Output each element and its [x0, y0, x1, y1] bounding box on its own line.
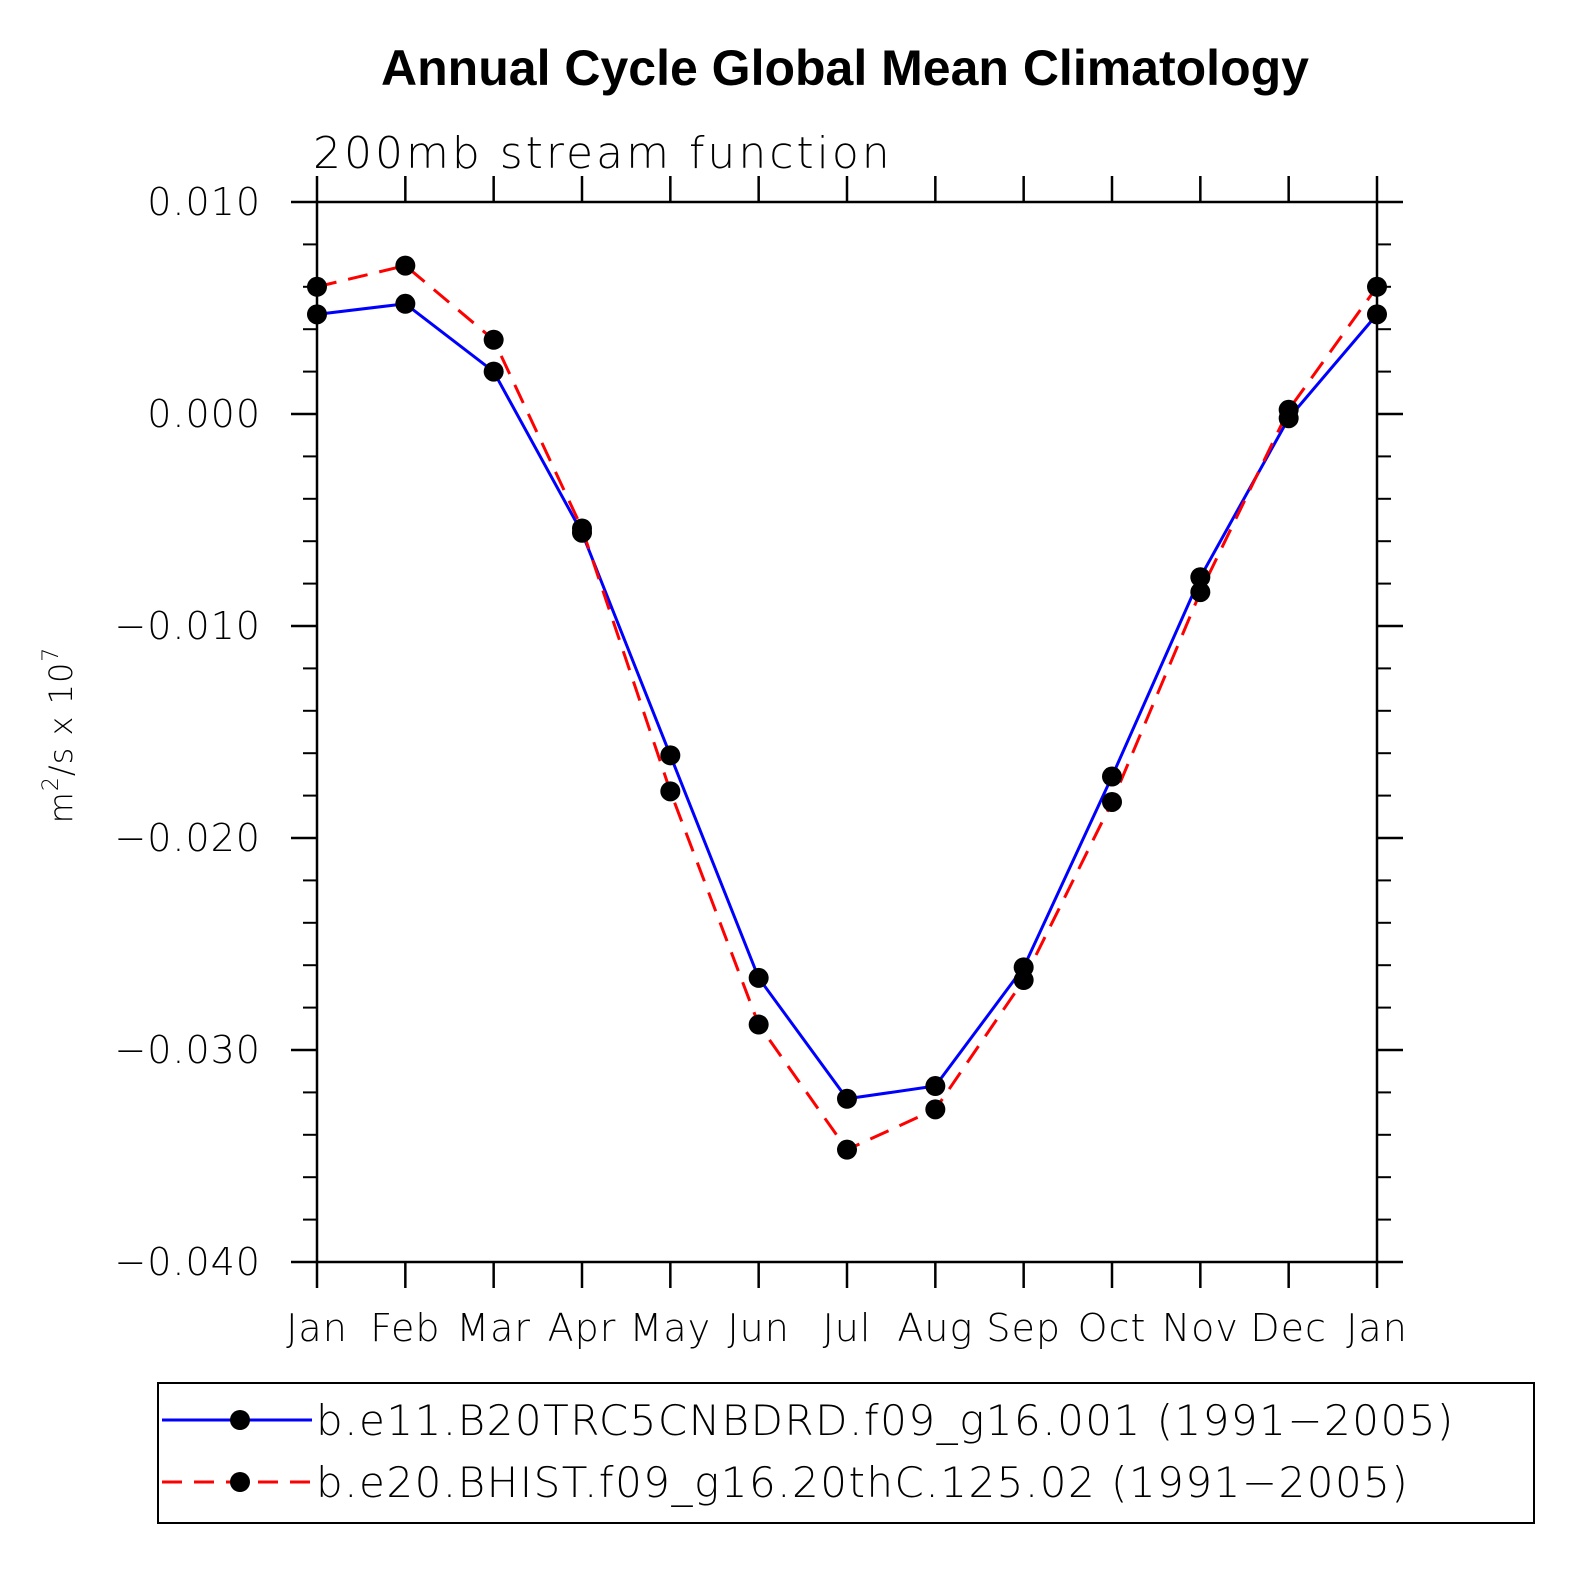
ylabel-exp1: 2	[39, 776, 64, 791]
x-tick-label: Dec	[1250, 1306, 1327, 1350]
legend-label-2: b.e20.BHIST.f09_g16.20thC.125.02 (1991−2…	[316, 1458, 1409, 1507]
series-2-point	[307, 276, 327, 297]
legend-swatch-marker-1	[230, 1410, 250, 1430]
x-tick-label: Jan	[286, 1306, 348, 1350]
x-tick-label: May	[630, 1306, 712, 1350]
x-tick-label: Feb	[370, 1306, 440, 1350]
series-2-point	[1367, 276, 1387, 297]
series-1-point	[925, 1076, 946, 1097]
y-tick-label: −0.020	[114, 816, 261, 860]
legend: b.e11.B20TRC5CNBDRD.f09_g16.001 (1991−20…	[157, 1382, 1535, 1524]
series-2-point	[1278, 399, 1299, 420]
series-2-point	[837, 1139, 857, 1160]
series-1-point	[307, 304, 327, 325]
y-tick-label: −0.030	[114, 1028, 261, 1072]
series-1-point	[1190, 567, 1211, 588]
series-2-point	[1013, 970, 1034, 991]
x-tick-label: Nov	[1162, 1306, 1239, 1350]
y-tick-label: −0.040	[114, 1240, 261, 1284]
series-2-point	[395, 255, 416, 276]
series-2-point	[660, 781, 681, 802]
series-2-point	[483, 329, 504, 350]
legend-swatch-marker-2	[230, 1472, 250, 1492]
x-tick-label: Apr	[548, 1306, 617, 1350]
series-1-point	[1102, 766, 1122, 787]
series-1-point	[660, 745, 681, 766]
series-2-point	[748, 1014, 769, 1035]
chart-title: Annual Cycle Global Mean Climatology	[381, 40, 1309, 96]
x-tick-label: Mar	[456, 1306, 531, 1350]
ylabel-exp2: 7	[39, 647, 64, 662]
series-2-point	[1102, 791, 1122, 812]
chart-subtitle: 200mb stream function	[313, 128, 893, 179]
x-tick-label: Jan	[1346, 1306, 1408, 1350]
series-1-point	[748, 967, 769, 988]
y-tick-label: −0.010	[114, 604, 261, 648]
series-1-point	[395, 293, 416, 314]
x-tick-label: Aug	[897, 1306, 973, 1350]
x-tick-label: Jul	[823, 1306, 872, 1350]
series-1-point	[483, 361, 504, 382]
y-tick-label: 0.000	[147, 392, 261, 436]
series-1-point	[1367, 304, 1387, 325]
ylabel-mid: /s x 10	[42, 662, 80, 776]
series-1-point	[837, 1088, 857, 1109]
series-line-2	[316, 263, 1379, 1152]
svg-text:m2/s x 107: m2/s x 107	[39, 647, 80, 824]
plot-area: Jan Feb Mar Apr May Jun Jul Aug Sep Oct Nov Dec Jan 0…	[114, 176, 1407, 1350]
ylabel-base: m	[42, 791, 80, 823]
legend-label-1: b.e11.B20TRC5CNBDRD.f09_g16.001 (1991−20…	[316, 1396, 1455, 1445]
series-line-1	[316, 302, 1379, 1101]
legend-box	[157, 1382, 1535, 1524]
series-2-point	[572, 518, 592, 539]
y-axis-label: m2/s x 107	[39, 647, 80, 824]
series-2-point	[1190, 582, 1211, 603]
x-tick-label: Sep	[986, 1306, 1061, 1350]
series-2-point	[925, 1099, 946, 1120]
y-tick-label: 0.010	[147, 180, 261, 224]
x-tick-label: Oct	[1078, 1306, 1147, 1350]
x-tick-label: Jun	[727, 1306, 789, 1350]
